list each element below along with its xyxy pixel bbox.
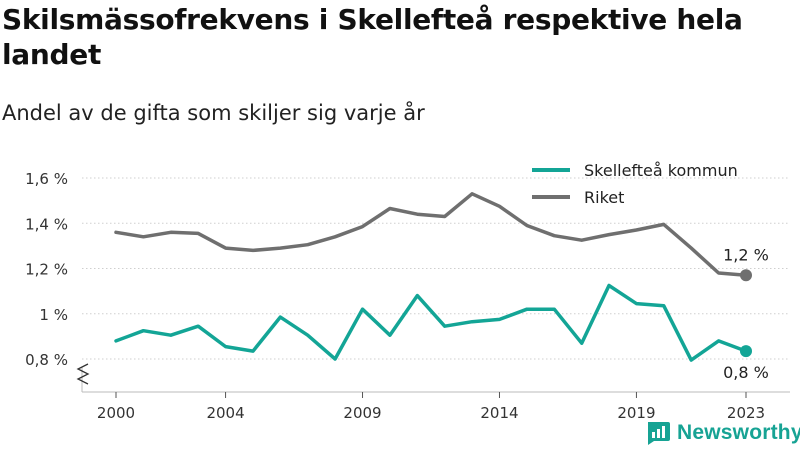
x-tick-label: 2014 [480,404,518,422]
x-tick-label: 2009 [343,404,381,422]
chart-subtitle: Andel av de gifta som skiljer sig varje … [2,101,425,125]
end-value-label: 0,8 % [723,363,769,382]
brand-name: Newsworthy [677,421,800,444]
series-lines: 0,8 % 1,2 % [114,192,769,382]
end-value-label: 1,2 % [723,245,769,264]
grid-lines [82,177,790,360]
x-tick-label: 2004 [206,404,244,422]
x-axis: 2000 2004 2009 2014 2019 2023 [76,363,790,422]
y-tick-label: 1 % [39,306,68,324]
legend: Skellefteå kommun Riket [532,161,738,207]
x-tick-label: 2000 [97,404,135,422]
chart-title: Skilsmässofrekvens i Skellefteå respekti… [2,3,743,71]
x-tick-label: 2023 [727,404,765,422]
y-axis-labels: 0,8 % 1 % 1,2 % 1,4 % 1,6 % [25,170,68,369]
end-point-marker [740,345,752,358]
y-tick-label: 1,2 % [25,261,68,279]
series-line-skelleftea [114,283,748,362]
x-tick-label: 2019 [617,404,655,422]
brand: Newsworthy [645,420,800,446]
end-point-marker [740,269,752,282]
newsworthy-logo-icon [648,422,670,445]
legend-label: Skellefteå kommun [584,161,738,180]
series-line-riket [114,192,748,278]
legend-label: Riket [584,188,624,207]
axis-break-icon [76,363,90,385]
y-tick-label: 1,6 % [25,170,68,188]
y-tick-label: 1,4 % [25,215,68,233]
y-tick-label: 0,8 % [25,351,68,369]
